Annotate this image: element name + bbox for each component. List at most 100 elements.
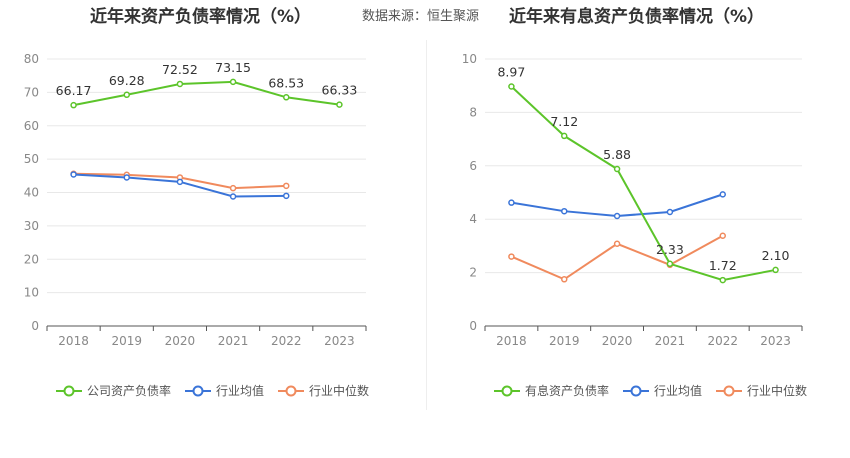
legend-item[interactable]: 行业均值: [623, 382, 702, 399]
debt-y-tick-label: 10: [24, 286, 39, 300]
interest-x-tick-label: 2018: [496, 334, 527, 348]
interest-x-tick-label: 2020: [602, 334, 633, 348]
interest-series-line: [510, 85, 776, 282]
debt-data-point: [229, 78, 237, 86]
legend-line-icon: [185, 385, 212, 396]
debt-x-tick-label: 2020: [165, 334, 196, 348]
interest-data-label: 8.97: [497, 65, 525, 80]
debt-data-point: [283, 94, 290, 101]
legend-label: 行业均值: [654, 384, 703, 398]
legend-item[interactable]: 行业中位数: [278, 382, 369, 399]
debt-data-point: [336, 101, 343, 108]
interest-data-label: 2.33: [656, 242, 684, 257]
interest-data-point: [561, 132, 568, 140]
interest-x-tick-label: 2019: [549, 334, 580, 348]
interest-y-tick-label: 0: [469, 319, 477, 333]
interest-data-point: [508, 83, 515, 90]
legend-item[interactable]: 行业均值: [185, 382, 264, 399]
chart-title-interest-debt-ratio: 近年来有息资产负债率情况（%）: [509, 7, 765, 27]
interest-data-point: [508, 199, 515, 206]
debt-data-point: [283, 182, 290, 190]
debt-y-tick-label: 70: [24, 85, 39, 99]
interest-y-tick-label: 4: [469, 212, 477, 226]
debt-data-label: 72.52: [162, 62, 198, 77]
legend-line-icon: [623, 385, 650, 396]
data-source-label: 数据来源：恒生聚源: [362, 9, 480, 24]
debt-data-point: [123, 174, 130, 181]
debt-series-line: [73, 80, 340, 107]
legend-swatch-marker: [285, 385, 297, 396]
debt-data-point: [176, 80, 184, 88]
legend-label: 行业均值: [216, 384, 265, 398]
interest-data-label: 7.12: [550, 114, 578, 129]
interest-data-point: [666, 208, 674, 216]
debt-y-tick-label: 20: [24, 252, 39, 266]
debt-x-tick-label: 2023: [324, 334, 355, 348]
debt-data-point: [70, 171, 77, 178]
debt-x-tick-label: 2018: [58, 334, 89, 348]
debt-data-point: [283, 192, 290, 200]
interest-data-point: [561, 276, 568, 283]
debt-data-point: [229, 184, 237, 192]
legend-debt-ratio: 公司资产负债率 行业均值 行业中位数: [56, 382, 369, 399]
legend-item[interactable]: 公司资产负债率: [56, 382, 171, 399]
interest-data-point: [613, 240, 621, 248]
debt-y-tick-label: 60: [24, 119, 39, 133]
legend-interest-debt-ratio: 有息资产负债率 行业均值 行业中位数: [494, 382, 807, 399]
interest-data-label: 1.72: [709, 258, 737, 273]
chart-divider: [426, 40, 427, 410]
interest-data-point: [508, 253, 515, 260]
debt-y-tick-label: 40: [24, 186, 39, 200]
interest-y-tick-label: 6: [469, 159, 477, 173]
legend-label: 行业中位数: [747, 384, 808, 398]
debt-y-tick-label: 80: [24, 52, 39, 66]
debt-data-label: 66.17: [56, 83, 92, 98]
debt-data-label: 73.15: [215, 60, 251, 75]
legend-line-icon: [716, 385, 743, 396]
legend-item[interactable]: 有息资产负债率: [494, 382, 609, 399]
legend-line-icon: [494, 385, 520, 396]
interest-data-point: [613, 165, 621, 173]
interest-y-tick-label: 8: [469, 105, 477, 119]
legend-swatch-marker: [630, 385, 642, 396]
debt-data-label: 68.53: [268, 75, 304, 90]
debt-data-label: 69.28: [109, 73, 145, 88]
debt-data-point: [123, 91, 130, 99]
interest-data-point: [719, 191, 726, 198]
interest-data-point: [561, 207, 568, 215]
legend-label: 行业中位数: [309, 384, 370, 398]
legend-swatch-marker: [63, 385, 75, 396]
debt-data-point: [70, 101, 77, 109]
interest-data-point: [613, 212, 621, 220]
debt-y-tick-label: 50: [24, 152, 39, 166]
interest-y-tick-label: 2: [469, 266, 477, 280]
legend-swatch-marker: [723, 385, 735, 396]
interest-y-tick-label: 10: [462, 52, 477, 66]
debt-x-tick-label: 2021: [218, 334, 249, 348]
interest-data-point: [719, 276, 726, 284]
legend-label: 公司资产负债率: [87, 384, 172, 398]
debt-y-tick-label: 30: [24, 219, 39, 233]
legend-swatch-marker: [192, 385, 204, 396]
interest-data-point: [772, 266, 779, 274]
interest-x-tick-label: 2022: [707, 334, 738, 348]
interest-data-point: [666, 260, 674, 268]
legend-swatch-marker: [501, 385, 513, 396]
legend-line-icon: [278, 385, 305, 396]
debt-ratio-chart: 0 10 20 30 40 50 60 70 80 2018 2019 2020 2021 2022 202…: [24, 52, 367, 348]
debt-x-tick-label: 2022: [271, 334, 302, 348]
legend-label: 有息资产负债率: [525, 384, 610, 398]
interest-data-label: 5.88: [603, 147, 631, 162]
debt-data-label: 66.33: [322, 83, 358, 98]
interest-debt-ratio-chart: 0 2 4 6 8 10 2018 2019 2020 2021 2022 2023 8.97 7.12 5…: [462, 52, 803, 348]
interest-data-point: [719, 232, 726, 240]
legend-line-icon: [56, 385, 82, 396]
debt-data-point: [229, 193, 237, 200]
debt-data-point: [176, 178, 184, 186]
debt-x-tick-label: 2019: [111, 334, 142, 348]
interest-data-label: 2.10: [762, 248, 790, 263]
debt-y-tick-label: 0: [31, 319, 39, 333]
legend-item[interactable]: 行业中位数: [716, 382, 807, 399]
chart-title-debt-ratio: 近年来资产负债率情况（%）: [90, 7, 312, 27]
interest-x-tick-label: 2021: [655, 334, 686, 348]
